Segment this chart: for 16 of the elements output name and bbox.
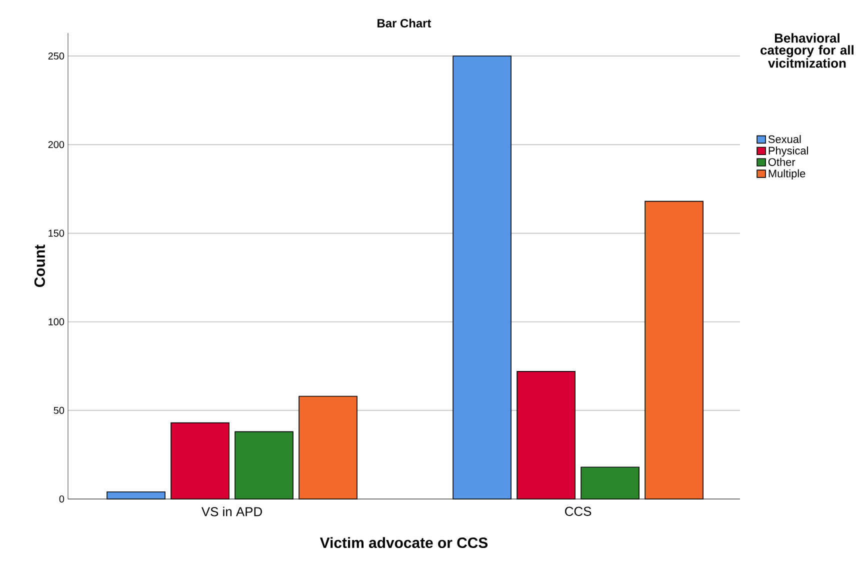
y-tick-label: 250: [48, 52, 64, 60]
x-tick-label: VS in APD: [201, 506, 262, 516]
x-axis-title: Victim advocate or CCS: [320, 537, 488, 548]
legend-title: Behavioral category for all vicitmization: [760, 33, 854, 68]
y-tick-label: 150: [48, 230, 64, 237]
y-tick-label: 50: [54, 406, 64, 414]
y-tick-label: 100: [48, 318, 64, 326]
x-tick-label: CCS: [565, 506, 592, 516]
legend-label: Physical: [768, 146, 808, 157]
y-axis-title: Count: [34, 244, 45, 287]
chart-title: Bar Chart: [378, 18, 432, 28]
y-tick-label: 0: [59, 495, 64, 503]
legend-label: Other: [768, 158, 796, 166]
legend-label: Sexual: [768, 135, 801, 144]
y-tick-label: 200: [48, 141, 64, 148]
legend-label: Multiple: [768, 169, 806, 180]
